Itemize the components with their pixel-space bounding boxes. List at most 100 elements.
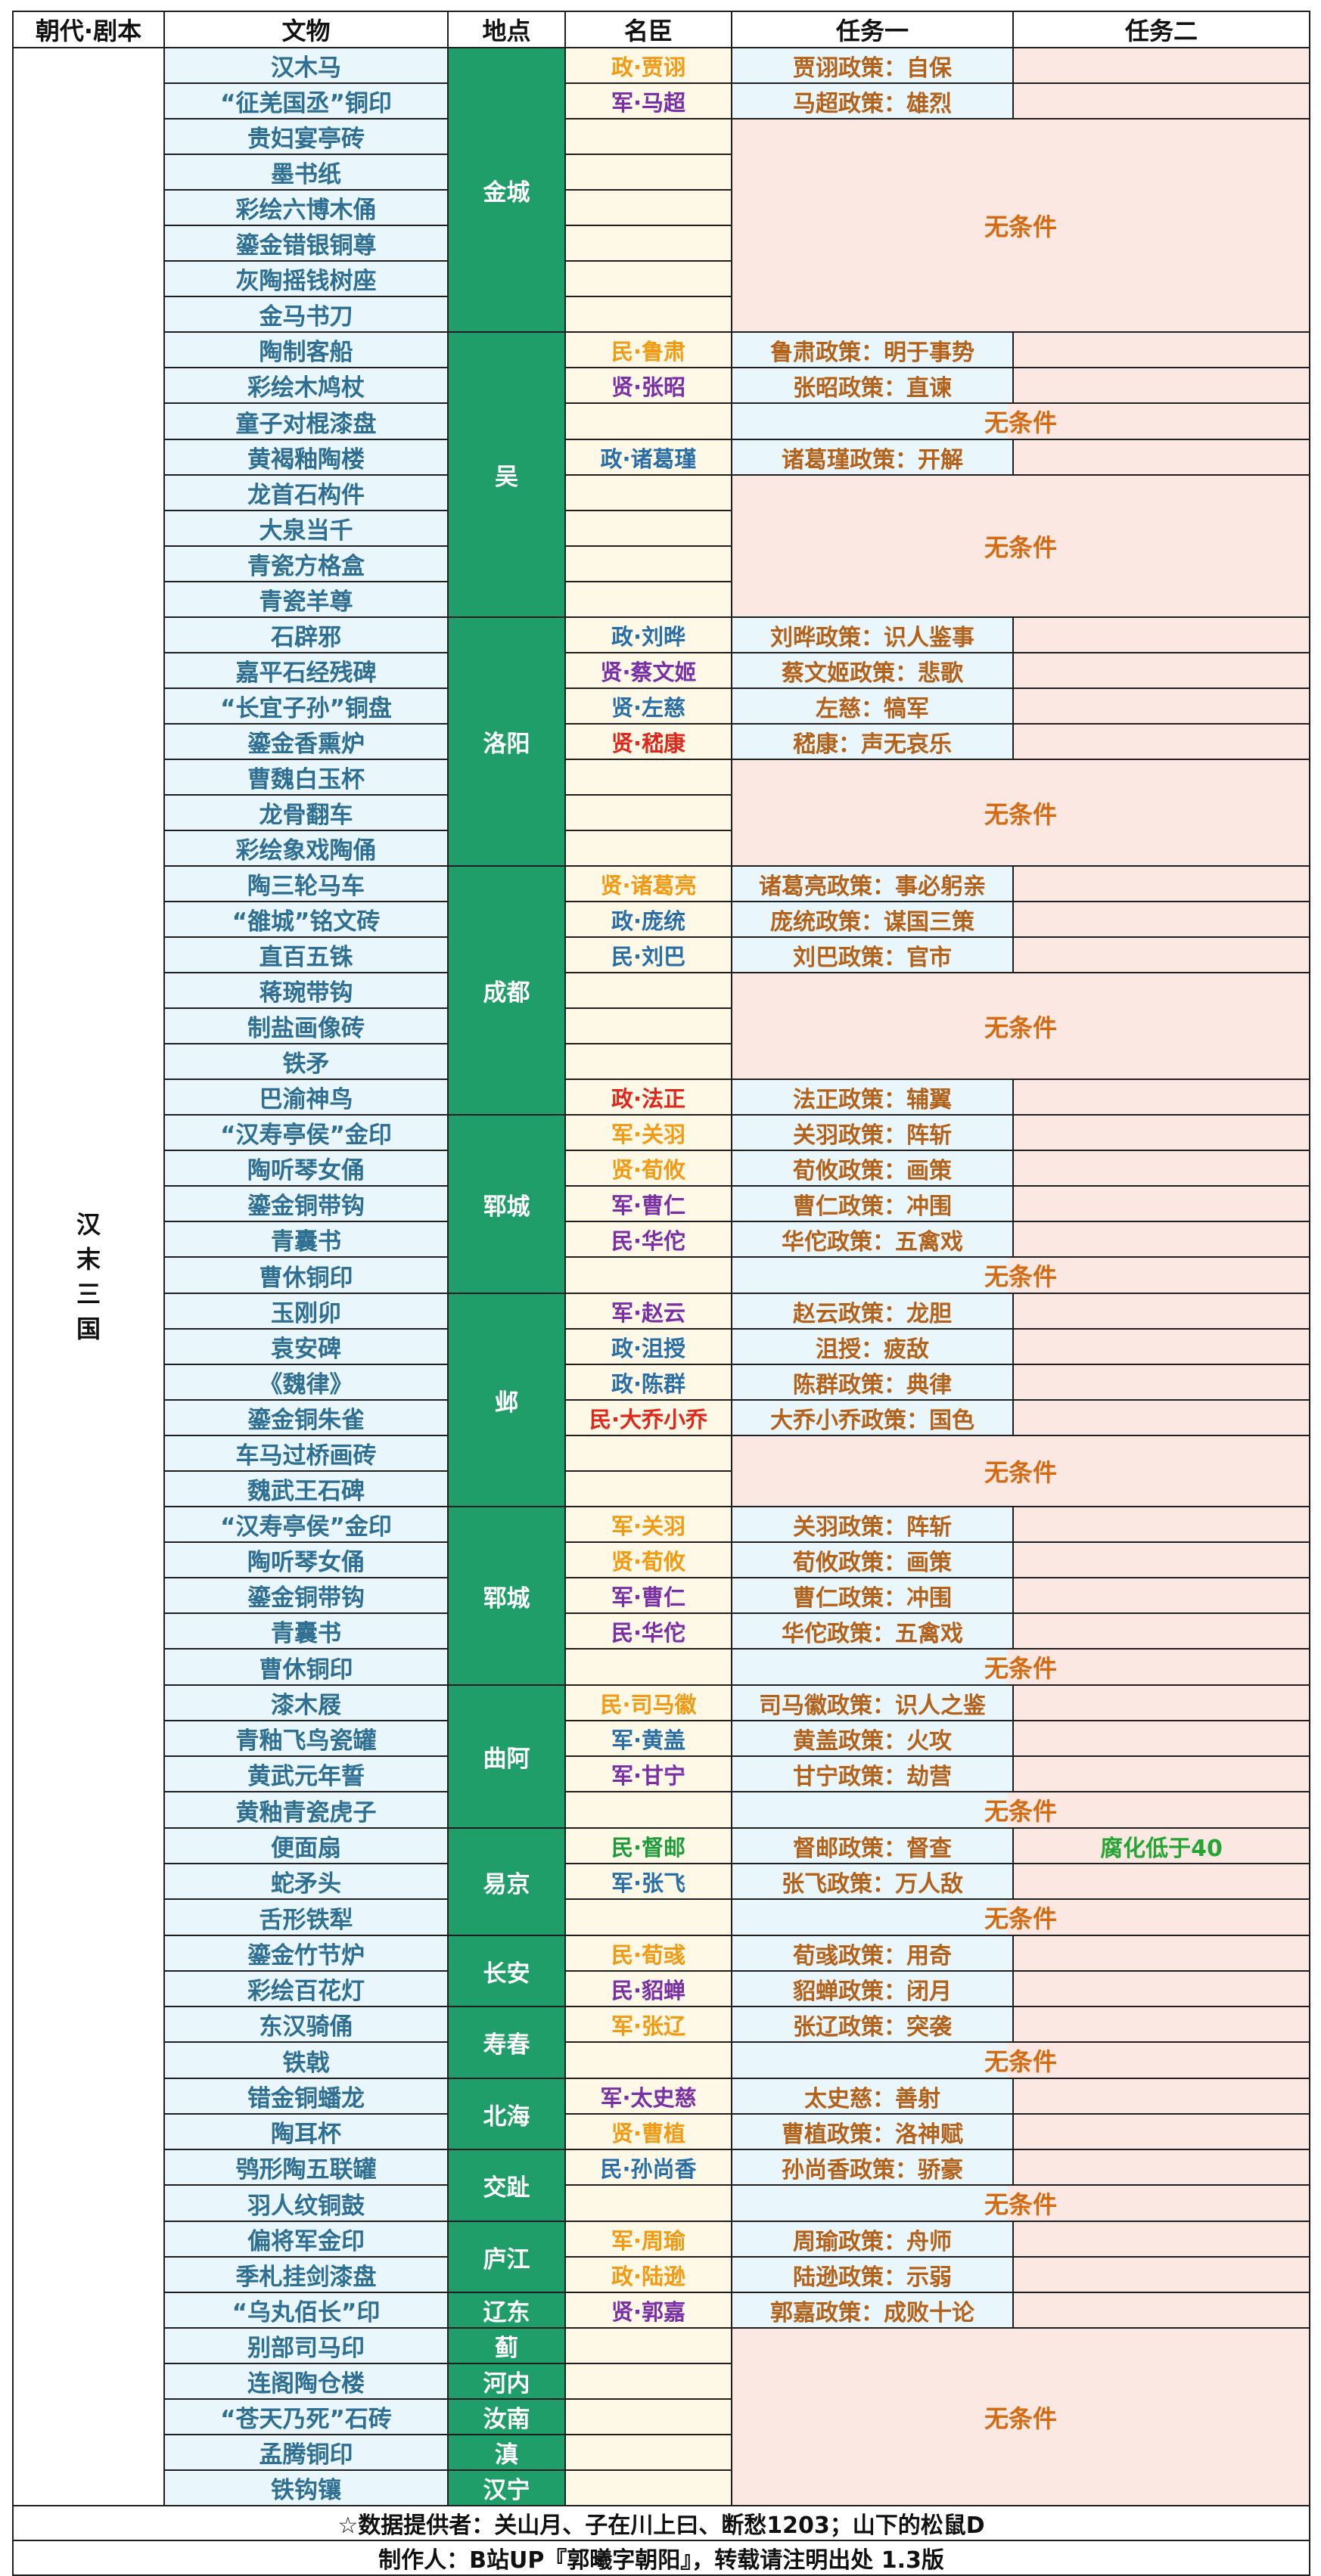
task-one-cell: 刘巴政策：官市	[731, 936, 1014, 973]
minister-cell: 民·督邮	[564, 1827, 732, 1864]
minister-cell: 贤·左慈	[564, 687, 732, 725]
table-row: 鎏金错银铜尊	[13, 225, 1310, 262]
table-row: 《魏律》 政·陈群 陈群政策：典律	[13, 1364, 1310, 1401]
table-row: “汉寿亭侯”金印 郓城 军·关羽 关羽政策：阵斩	[13, 1114, 1310, 1294]
minister-cell: 民·刘巴	[564, 936, 732, 973]
minister-cell	[564, 545, 732, 582]
task-one-cell: 马超政策：雄烈	[731, 82, 1014, 119]
task-two-cell	[1012, 1541, 1310, 1578]
artifact-cell: 金马书刀	[163, 296, 449, 333]
no-condition-cell: 无条件	[731, 2184, 1310, 2222]
artifact-cell: 曹魏白玉杯	[163, 759, 449, 796]
task-one-cell: 曹仁政策：冲围	[731, 1185, 1014, 1222]
header-row: 朝代·剧本 文物 地点 名臣 任务一 任务二	[12, 11, 1310, 48]
artifact-table: 朝代·剧本 文物 地点 名臣 任务一 任务二 汉末三国汉木马 金城 政·贾诩 贾诩政策…	[12, 11, 1310, 2576]
artifact-cell: 孟腾铜印	[163, 2434, 449, 2471]
table-row: 便面扇 易京 民·督邮 督邮政策：督查 腐化低于40	[13, 1827, 1310, 1936]
table-row: 金马书刀	[13, 296, 1310, 333]
header-minister: 名臣	[564, 11, 732, 48]
task-two-cell	[1012, 1221, 1310, 1258]
artifact-cell: 彩绘象戏陶俑	[163, 830, 449, 867]
table-row: 鎏金铜带钩 军·曹仁 曹仁政策：冲围	[13, 1577, 1310, 1614]
no-condition-cell: 无条件	[731, 1648, 1310, 1686]
table-row: 袁安碑 政·沮授 沮授：疲敌	[13, 1328, 1310, 1365]
minister-cell	[564, 1435, 732, 1472]
table-row: 鎏金香熏炉 贤·嵇康 嵇康：声无哀乐	[13, 723, 1310, 760]
no-condition-cell: 无条件	[731, 759, 1310, 867]
artifact-cell: 青囊书	[163, 1221, 449, 1258]
task-two-cell	[1012, 47, 1310, 84]
table-row: 东汉骑俑 寿春 军·张辽 张辽政策：突袭	[13, 2006, 1310, 2079]
task-two-cell	[1012, 901, 1310, 938]
minister-cell: 政·庞统	[564, 901, 732, 938]
no-condition-cell: 无条件	[731, 1435, 1310, 1507]
table-row: 曹休铜印 无条件	[13, 1648, 1310, 1686]
task-one-cell: 华佗政策：五禽戏	[731, 1612, 1014, 1650]
artifact-cell: 鎏金竹节炉	[163, 1935, 449, 1972]
table-row: 龙骨翻车	[13, 794, 1310, 831]
table-row: 青囊书 民·华佗 华佗政策：五禽戏	[13, 1612, 1310, 1650]
task-two-cell	[1012, 1612, 1310, 1650]
artifact-cell: 彩绘木鸠杖	[163, 367, 449, 404]
minister-cell: 军·太史慈	[564, 2078, 732, 2115]
artifact-cell: 偏将军金印	[163, 2221, 449, 2258]
task-one-cell: 庞统政策：谋国三策	[731, 901, 1014, 938]
table-row: 彩绘百花灯 民·貂蝉 貂蝉政策：闭月	[13, 1970, 1310, 2007]
no-condition-cell: 无条件	[731, 972, 1310, 1080]
table-row: “征羌国丞”铜印 军·马超 马超政策：雄烈	[13, 82, 1310, 119]
minister-cell: 军·周瑜	[564, 2221, 732, 2258]
table-row: 墨书纸	[13, 154, 1310, 191]
artifact-cell: “汉寿亭侯”金印	[163, 1114, 449, 1151]
task-one-cell: 诸葛瑾政策：开解	[731, 439, 1014, 476]
task-one-cell: 嵇康：声无哀乐	[731, 723, 1014, 760]
task-one-cell: 鲁肃政策：明于事势	[731, 331, 1014, 368]
minister-cell: 政·陈群	[564, 1364, 732, 1401]
task-two-cell	[1012, 367, 1310, 404]
task-two-cell	[1012, 2221, 1310, 2258]
task-one-cell: 陈群政策：典律	[731, 1364, 1014, 1401]
task-two-cell	[1012, 652, 1310, 689]
table-row: 童子对棍漆盘 无条件	[13, 402, 1310, 440]
task-one-cell: 张辽政策：突袭	[731, 2006, 1014, 2043]
task-one-cell: 太史慈：善射	[731, 2078, 1014, 2115]
task-one-cell: 甘宁政策：劫营	[731, 1755, 1014, 1792]
minister-cell: 贤·嵇康	[564, 723, 732, 760]
no-condition-cell: 无条件	[731, 1898, 1310, 1936]
task-one-cell: 陆逊政策：示弱	[731, 2256, 1014, 2293]
minister-cell: 政·刘晔	[564, 616, 732, 653]
location-cell: 邺	[447, 1293, 566, 1507]
task-one-cell: 刘晔政策：识人鉴事	[731, 616, 1014, 653]
location-cell: 汉宁	[447, 2469, 566, 2506]
table-row: 石辟邪 洛阳 政·刘晔 刘晔政策：识人鉴事	[13, 616, 1310, 867]
task-one-cell: 华佗政策：五禽戏	[731, 1221, 1014, 1258]
task-two-cell	[1012, 1293, 1310, 1330]
task-one-cell: 大乔小乔政策：国色	[731, 1399, 1014, 1436]
task-two-cell	[1012, 331, 1310, 368]
minister-cell: 民·荀彧	[564, 1935, 732, 1972]
table-row: 青瓷方格盒	[13, 545, 1310, 582]
minister-cell	[564, 794, 732, 831]
task-two-cell	[1012, 2078, 1310, 2115]
task-one-cell: 张飞政策：万人敌	[731, 1863, 1014, 1900]
artifact-cell: “征羌国丞”铜印	[163, 82, 449, 119]
artifact-cell: 蛇矛头	[163, 1863, 449, 1900]
dynasty-char: 汉	[76, 1210, 101, 1239]
minister-cell: 贤·张昭	[564, 367, 732, 404]
task-one-cell: 张昭政策：直谏	[731, 367, 1014, 404]
no-condition-cell: 无条件	[731, 402, 1310, 440]
table-body: 汉末三国汉木马 金城 政·贾诩 贾诩政策：自保 “征羌国丞”铜印 军·马超 马超政策：雄烈贵…	[12, 47, 1310, 2506]
artifact-cell: 铁戟	[163, 2041, 449, 2079]
table-row: 舌形铁犁 无条件	[13, 1898, 1310, 1936]
task-two-cell	[1012, 439, 1310, 476]
location-cell: 洛阳	[447, 616, 566, 867]
minister-cell: 民·司马徽	[564, 1684, 732, 1721]
table-row: 大泉当千	[13, 510, 1310, 547]
task-two-cell	[1012, 1150, 1310, 1187]
artifact-cell: 便面扇	[163, 1827, 449, 1864]
minister-cell: 军·曹仁	[564, 1185, 732, 1222]
table-row: 黄褐釉陶楼 政·诸葛瑾 诸葛瑾政策：开解	[13, 439, 1310, 476]
artifact-cell: 灰陶摇钱树座	[163, 260, 449, 297]
artifact-cell: 蒋琬带钩	[163, 972, 449, 1009]
location-cell: 金城	[447, 47, 566, 333]
minister-cell	[564, 759, 732, 796]
